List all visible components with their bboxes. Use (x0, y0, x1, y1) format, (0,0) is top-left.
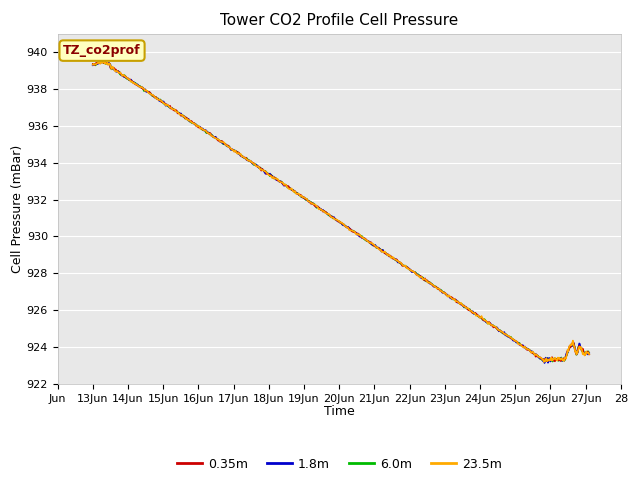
Line: 23.5m: 23.5m (93, 61, 589, 362)
6.0m (586, 351, 593, 357)
1.8m (379, 247, 387, 252)
Line: 1.8m: 1.8m (93, 62, 589, 363)
6.0m (343, 225, 351, 230)
23.5m (586, 351, 593, 357)
1.8m (586, 350, 593, 356)
6.0m (97, 59, 105, 65)
Title: Tower CO2 Profile Cell Pressure: Tower CO2 Profile Cell Pressure (220, 13, 458, 28)
0.35m (99, 59, 107, 64)
23.5m (89, 62, 97, 68)
1.8m (343, 225, 351, 230)
Legend: 0.35m, 1.8m, 6.0m, 23.5m: 0.35m, 1.8m, 6.0m, 23.5m (172, 453, 507, 476)
Y-axis label: Cell Pressure (mBar): Cell Pressure (mBar) (11, 144, 24, 273)
6.0m (548, 359, 556, 364)
1.8m (530, 351, 538, 357)
1.8m (541, 360, 548, 366)
1.8m (346, 226, 354, 232)
0.35m (551, 359, 559, 364)
23.5m (343, 224, 351, 230)
6.0m (346, 227, 354, 233)
0.35m (579, 349, 587, 355)
6.0m (530, 351, 538, 357)
6.0m (379, 247, 387, 253)
23.5m (540, 359, 548, 365)
0.35m (530, 350, 538, 356)
Line: 0.35m: 0.35m (93, 61, 589, 361)
23.5m (579, 350, 587, 356)
23.5m (379, 249, 387, 254)
1.8m (89, 62, 97, 68)
23.5m (530, 350, 538, 356)
23.5m (408, 268, 416, 274)
6.0m (408, 268, 416, 274)
0.35m (343, 225, 351, 230)
23.5m (346, 228, 354, 233)
0.35m (89, 61, 97, 67)
0.35m (379, 248, 387, 254)
0.35m (346, 226, 354, 232)
0.35m (408, 268, 416, 274)
23.5m (100, 58, 108, 64)
6.0m (89, 61, 97, 67)
X-axis label: Time: Time (324, 405, 355, 418)
6.0m (579, 348, 587, 353)
1.8m (408, 269, 416, 275)
Line: 6.0m: 6.0m (93, 62, 589, 361)
1.8m (579, 348, 587, 354)
0.35m (586, 351, 593, 357)
1.8m (100, 59, 108, 65)
Text: TZ_co2prof: TZ_co2prof (63, 44, 141, 57)
